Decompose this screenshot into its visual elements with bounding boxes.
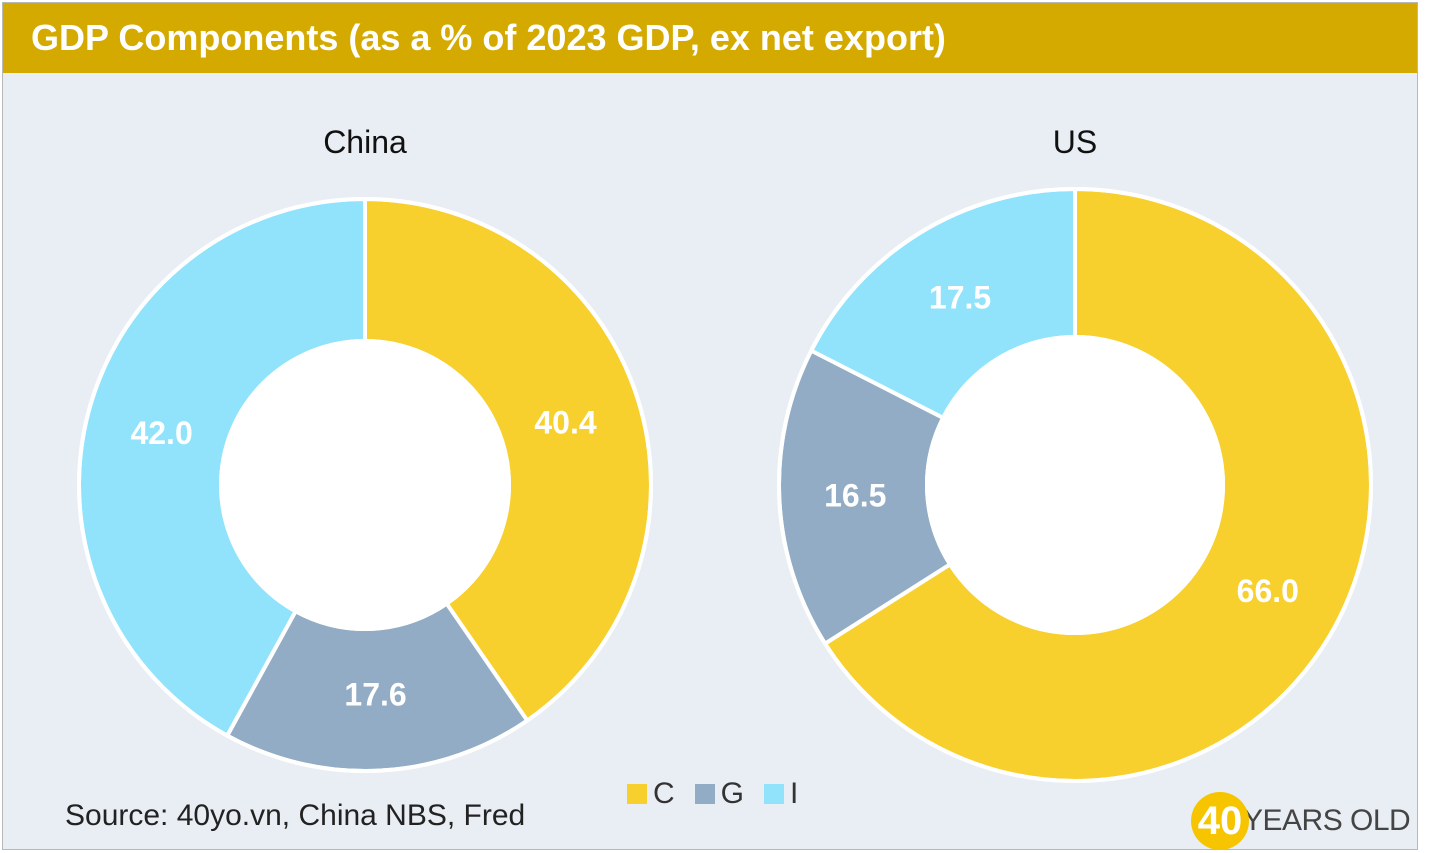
logo-badge: 40 — [1191, 792, 1249, 850]
donut-chart-china: China 40.4 17.6 42.0 — [77, 124, 653, 773]
donut-hole — [219, 339, 511, 631]
legend: C G I — [627, 777, 818, 811]
donut-chart-us: US 66.0 16.5 17.5 — [777, 124, 1373, 783]
slice-label-i: 42.0 — [130, 415, 192, 451]
donut-charts: China 40.4 17.6 42.0 US 66.0 16.5 17.5 — [77, 124, 1373, 783]
slice-label-g: 17.6 — [344, 677, 406, 713]
chart-frame: GDP Components (as a % of 2023 GDP, ex n… — [2, 2, 1418, 850]
chart-title: US — [1053, 124, 1097, 160]
legend-swatch-i — [764, 784, 785, 804]
legend-item-g: G — [694, 777, 745, 811]
donut-outer-edge — [777, 187, 1373, 783]
source-note: Source: 40yo.vn, China NBS, Fred — [65, 799, 526, 832]
legend-item-c: C — [627, 777, 675, 811]
donut-hole — [925, 335, 1225, 635]
chart-title: China — [323, 124, 407, 160]
legend-swatch-c — [627, 784, 647, 804]
slice-label-c: 66.0 — [1237, 573, 1299, 609]
logo-text: YEARS OLD — [1243, 804, 1411, 837]
legend-label-c: C — [653, 777, 675, 810]
legend-swatch-g — [694, 784, 715, 804]
legend-label-g: G — [720, 777, 745, 810]
legend-item-i: I — [764, 777, 798, 811]
title-bar: GDP Components (as a % of 2023 GDP, ex n… — [3, 3, 1417, 73]
slice-label-i: 17.5 — [929, 279, 991, 315]
legend-label-i: I — [790, 777, 799, 810]
slice-label-c: 40.4 — [534, 405, 596, 441]
logo: 40 YEARS OLD — [1191, 791, 1411, 851]
slice-label-g: 16.5 — [824, 477, 886, 513]
donut-outer-edge — [77, 197, 653, 773]
chart-heading: GDP Components (as a % of 2023 GDP, ex n… — [31, 17, 946, 58]
